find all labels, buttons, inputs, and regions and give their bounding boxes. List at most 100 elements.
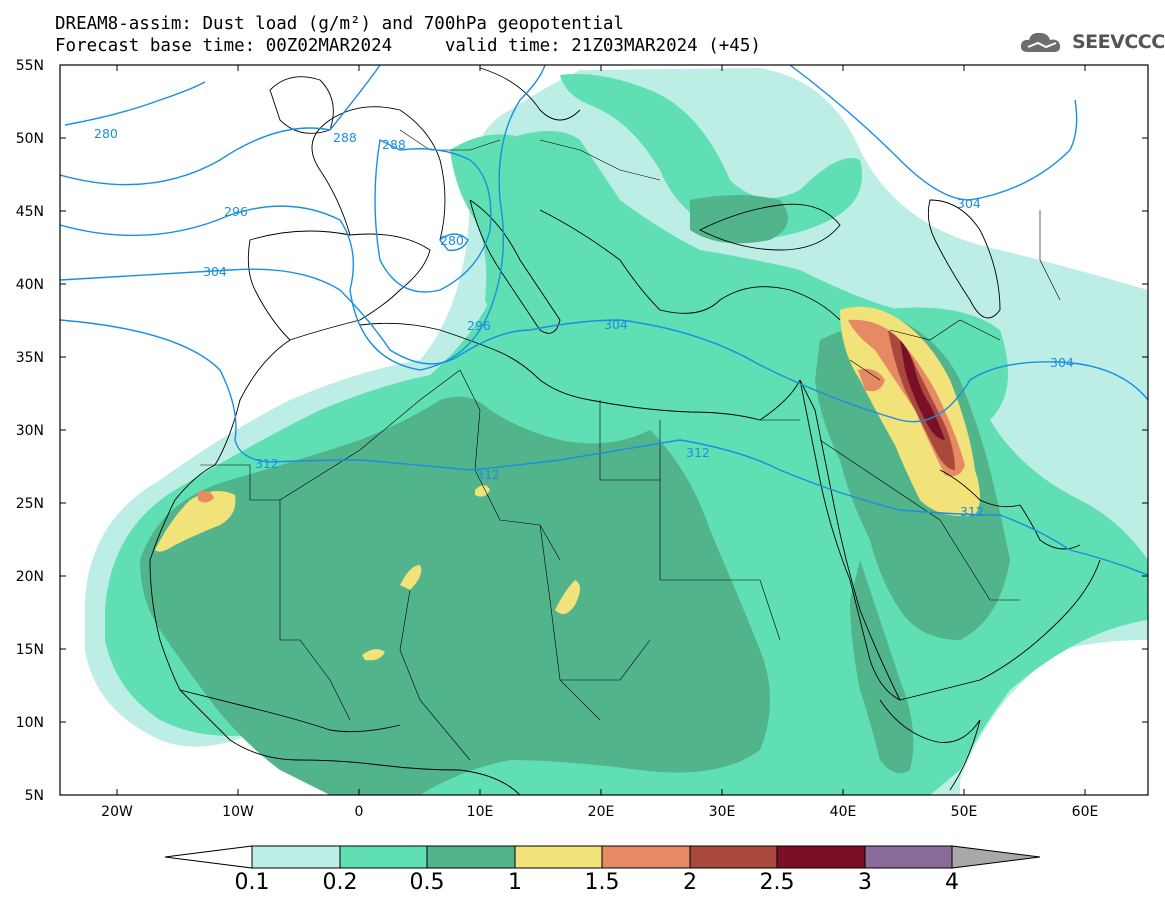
colorbar-segment bbox=[514, 845, 603, 869]
lon-label: 20W bbox=[101, 804, 133, 820]
contour-label-group: 280 288 288 296 280 304 296 304 304 312 … bbox=[94, 126, 1074, 519]
lat-label: 20N bbox=[16, 569, 44, 585]
border bbox=[849, 359, 881, 381]
contour-288-b bbox=[374, 138, 492, 293]
coast-gulf-guinea bbox=[179, 689, 521, 795]
contour-280 bbox=[64, 81, 206, 126]
geopotential-contours bbox=[60, 65, 1148, 576]
lat-label: 35N bbox=[16, 350, 44, 366]
contour-label: 312 bbox=[686, 445, 710, 460]
lat-label: 45N bbox=[16, 204, 44, 220]
colorbar-label: 1.5 bbox=[584, 870, 620, 895]
tick-marks bbox=[60, 64, 1148, 795]
lat-labels: 55N 50N 45N 40N 35N 30N 25N 20N 15N 10N … bbox=[16, 58, 44, 804]
coastlines bbox=[149, 67, 1101, 795]
colorbar-label: 0.2 bbox=[322, 870, 358, 895]
contour-label: 288 bbox=[382, 137, 406, 152]
dust-field bbox=[85, 68, 1148, 795]
contour-296 bbox=[60, 65, 546, 371]
dust-yellow-area bbox=[555, 580, 580, 614]
coast-arabia bbox=[899, 559, 1101, 701]
lat-label: 40N bbox=[16, 277, 44, 293]
map-title-line2: Forecast base time: 00Z02MAR2024 valid t… bbox=[55, 36, 761, 56]
contour-label: 304 bbox=[1050, 355, 1074, 370]
colorbar-label: 2 bbox=[683, 870, 697, 895]
contour-288 bbox=[60, 65, 381, 186]
contour-label: 304 bbox=[957, 196, 981, 211]
lat-label: 15N bbox=[16, 642, 44, 658]
border bbox=[539, 139, 661, 181]
dust-orange-area bbox=[198, 490, 214, 503]
dust-maroon-area bbox=[900, 340, 945, 440]
coast-caspian bbox=[927, 199, 1001, 319]
contour-label: 312 bbox=[476, 467, 500, 482]
lat-label: 55N bbox=[16, 58, 44, 74]
dust-yellow-area bbox=[475, 485, 490, 497]
contour-label: 296 bbox=[467, 318, 491, 333]
contour-280-small bbox=[439, 233, 469, 251]
coast-north-africa bbox=[149, 339, 401, 733]
colorbar-label: 1 bbox=[508, 870, 522, 895]
colorbar-label: 3 bbox=[858, 870, 872, 895]
lon-label: 20E bbox=[588, 804, 615, 820]
dust-light-area bbox=[1000, 294, 1148, 400]
border bbox=[399, 129, 501, 151]
seevccc-logo: SEEVCCC bbox=[1018, 28, 1165, 56]
cloud-icon bbox=[1020, 32, 1061, 52]
border bbox=[539, 524, 601, 721]
coast-black-sea bbox=[698, 203, 841, 251]
coast-balkans bbox=[539, 209, 841, 321]
colorbar-segment bbox=[689, 845, 778, 869]
coast-med-south bbox=[359, 322, 801, 421]
coast-italy bbox=[469, 199, 561, 334]
dust-orange-area bbox=[858, 368, 885, 392]
dust-yellow-area bbox=[155, 491, 236, 552]
contour-label: 288 bbox=[333, 130, 357, 145]
lat-label: 5N bbox=[25, 788, 44, 804]
colorbar-label: 4 bbox=[945, 870, 959, 895]
contour-304-north bbox=[789, 65, 1078, 201]
contour-312 bbox=[60, 319, 1148, 576]
border bbox=[819, 439, 1020, 601]
border bbox=[399, 589, 471, 761]
coast-red-sea bbox=[799, 379, 902, 702]
border bbox=[200, 464, 300, 641]
lon-label: 10W bbox=[222, 804, 254, 820]
colorbar-segment bbox=[339, 845, 428, 869]
dust-dark-area bbox=[690, 195, 788, 244]
colorbar-segment bbox=[601, 845, 691, 869]
contour-label: 312 bbox=[255, 456, 279, 471]
logo-text: SEEVCCC bbox=[1072, 31, 1165, 53]
colorbar bbox=[164, 845, 1041, 869]
border bbox=[889, 319, 1001, 341]
lon-label: 50E bbox=[951, 804, 978, 820]
lon-labels: 20W 10W 0 10E 20E 30E 40E 50E 60E bbox=[101, 804, 1098, 820]
colorbar-segment bbox=[864, 845, 953, 869]
colorbar-label: 2.5 bbox=[759, 870, 795, 895]
coast-persian-gulf bbox=[939, 469, 1081, 550]
colorbar-segment-over bbox=[951, 845, 1041, 869]
lat-label: 10N bbox=[16, 715, 44, 731]
contour-label: 280 bbox=[440, 233, 464, 248]
contour-label: 304 bbox=[604, 317, 628, 332]
coast-france bbox=[311, 106, 446, 241]
dust-dark-area bbox=[850, 560, 914, 774]
country-borders bbox=[200, 129, 1061, 761]
contour-label: 296 bbox=[224, 204, 248, 219]
coast-scandinavia bbox=[479, 67, 581, 121]
border bbox=[459, 369, 561, 561]
lon-label: 60E bbox=[1072, 804, 1099, 820]
colorbar-label: 0.5 bbox=[409, 870, 445, 895]
colorbar-segment bbox=[251, 845, 341, 869]
colorbar-segment bbox=[426, 845, 516, 869]
map-title-line1: DREAM8-assim: Dust load (g/m²) and 700hP… bbox=[55, 14, 624, 34]
coast-british-isles bbox=[269, 76, 334, 134]
lat-label: 25N bbox=[16, 496, 44, 512]
lat-label: 50N bbox=[16, 131, 44, 147]
dust-medium-area bbox=[560, 74, 862, 240]
contour-304 bbox=[60, 268, 1148, 423]
border bbox=[599, 400, 661, 580]
contour-label: 312 bbox=[960, 504, 984, 519]
border bbox=[660, 579, 781, 641]
colorbar-segment bbox=[776, 845, 866, 869]
